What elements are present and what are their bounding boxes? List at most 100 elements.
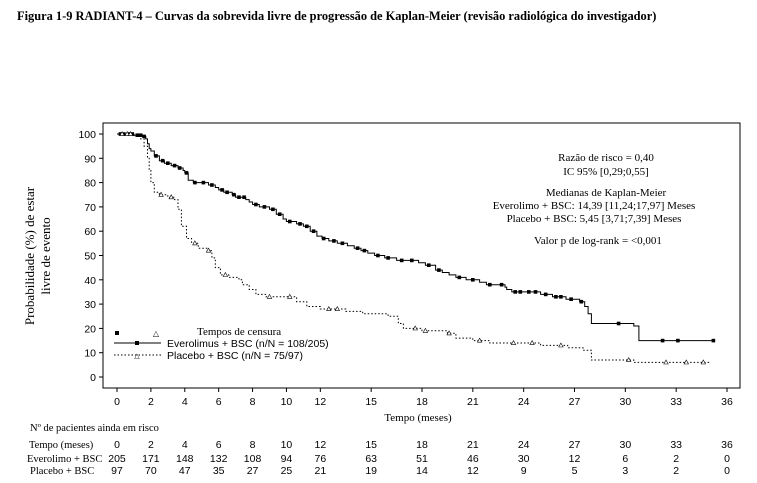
x-tick-label: 0 [114,396,120,408]
everolimus-censor-mark [321,236,326,241]
placebo-censor-mark [412,325,418,331]
x-tick-label: 8 [250,396,256,408]
risk-time-cell: 36 [721,439,733,451]
placebo-curve [117,133,711,363]
y-tick-label: 90 [84,153,96,165]
hazard-ratio: Razão de risco = 0,40 [558,152,654,164]
everolimus-censor-mark [305,224,309,229]
survival-curves [117,130,716,365]
risk-placebo-cell: 35 [213,465,225,477]
placebo-censor-mark [127,130,134,136]
placebo-censor-mark [422,327,429,333]
y-tick-label: 100 [78,129,96,141]
x-tick-label: 18 [416,396,428,408]
risk-everolimus-cell: 76 [314,453,326,465]
everolimus-censor-mark [118,132,123,136]
risk-placebo-cell: 21 [314,465,326,477]
x-tick-label: 2 [148,396,154,408]
everolimus-censor-mark [288,219,292,224]
risk-everolimus-cell: 6 [622,453,628,465]
everolimus-censor-mark [193,180,197,185]
everolimus-censor-mark [376,253,380,258]
x-tick-label: 10 [281,396,293,408]
risk-time-cell: 6 [216,439,222,451]
everolimus-censor-mark [579,299,584,304]
placebo-censor-mark [700,359,707,365]
placebo-censor-mark [192,240,198,246]
legend-everolimus-marker [135,341,139,345]
everolimus-censor-mark [135,133,140,137]
everolimus-censor-mark [554,295,558,299]
median-placebo: Placebo + BSC: 5,45 [3,71;7,39] Meses [507,213,682,225]
placebo-censor-mark [168,194,174,200]
y-tick-label: 30 [84,299,96,311]
placebo-censor-mark [625,356,632,362]
median-everolimus: Everolimo + BSC: 14,39 [11,24;17,97] Mes… [493,200,696,212]
everolimus-censor-mark [177,166,182,170]
risk-everolimus-cell: 63 [365,453,377,465]
x-tick-label: 27 [569,396,581,408]
y-tick-label: 0 [90,372,96,384]
y-tick-label: 40 [84,275,96,287]
risk-table-heading: Nº de pacientes ainda em risco [30,423,159,434]
placebo-censor-mark [476,337,483,343]
everolimus-censor-mark [172,163,177,168]
placebo-censor-mark [119,130,125,136]
risk-everolimus-cell: 12 [569,453,581,465]
risk-time-cell: 0 [114,439,120,451]
everolimus-censor-mark [225,190,229,195]
everolimus-censor-mark [201,180,206,185]
risk-placebo-cell: 0 [724,465,730,477]
everolimus-censor-mark [488,282,492,287]
everolimus-censor-mark [184,171,189,175]
legend-censor-triangle: △ [153,329,160,338]
everolimus-censor-mark [437,268,441,272]
risk-placebo-cell: 14 [416,465,428,477]
stats-block: Razão de risco = 0,40 IC 95% [0,29;0,55]… [493,152,696,247]
everolimus-censor-mark [210,183,214,187]
risk-time-cell: 15 [365,439,377,451]
placebo-censor-mark [558,342,564,348]
confidence-interval: IC 95% [0,29;0,55] [563,166,649,178]
medians-heading: Medianas de Kaplan-Meier [546,187,667,199]
x-tick-label: 21 [467,396,479,408]
risk-everolimus-cell: 46 [467,453,479,465]
risk-time-cell: 10 [281,439,293,451]
placebo-censor-mark [222,271,229,277]
placebo-censor-mark [510,339,517,345]
x-tick-label: 4 [182,396,188,408]
everolimus-censor-mark [237,195,241,199]
risk-placebo-cell: 19 [365,465,377,477]
placebo-censor-mark [266,293,273,299]
y-axis-label-line1: Probabilidade (%) de estar [22,186,37,325]
everolimus-censor-mark [332,239,336,243]
risk-placebo-cell: 3 [622,465,628,477]
everolimus-censor-mark [262,205,267,209]
everolimus-censor-mark [660,338,665,343]
risk-time-cell: 12 [314,439,326,451]
y-tick-label: 20 [84,323,96,335]
risk-time-cell: 18 [416,439,428,451]
everolimus-censor-mark [166,161,170,165]
everolimus-censor-mark [242,195,246,199]
everolimus-censor-mark [676,338,680,343]
everolimus-censor-mark [471,278,475,282]
everolimus-censor-mark [533,290,538,294]
everolimus-censor-mark [513,290,517,294]
everolimus-censor-mark [427,263,431,267]
placebo-censor-mark [663,359,669,365]
risk-time-cell: 30 [619,439,631,451]
legend-censor-heading: Tempos de censura [197,326,281,338]
risk-everolimus-cell: 0 [724,453,730,465]
y-axis-label-line2: livre de evento [38,217,53,294]
placebo-censor-mark [124,130,130,136]
y-axis-label: Probabilidade (%) de estar livre de even… [22,186,53,325]
everolimus-censor-mark [518,290,523,294]
everolimus-censor-mark [355,246,360,250]
risk-placebo-cell: 25 [281,465,293,477]
risk-everolimus-cell: 51 [416,453,428,465]
risk-time-cell: 2 [148,439,154,451]
log-rank-pvalue: Valor p de log-rank = <0,001 [534,235,662,247]
